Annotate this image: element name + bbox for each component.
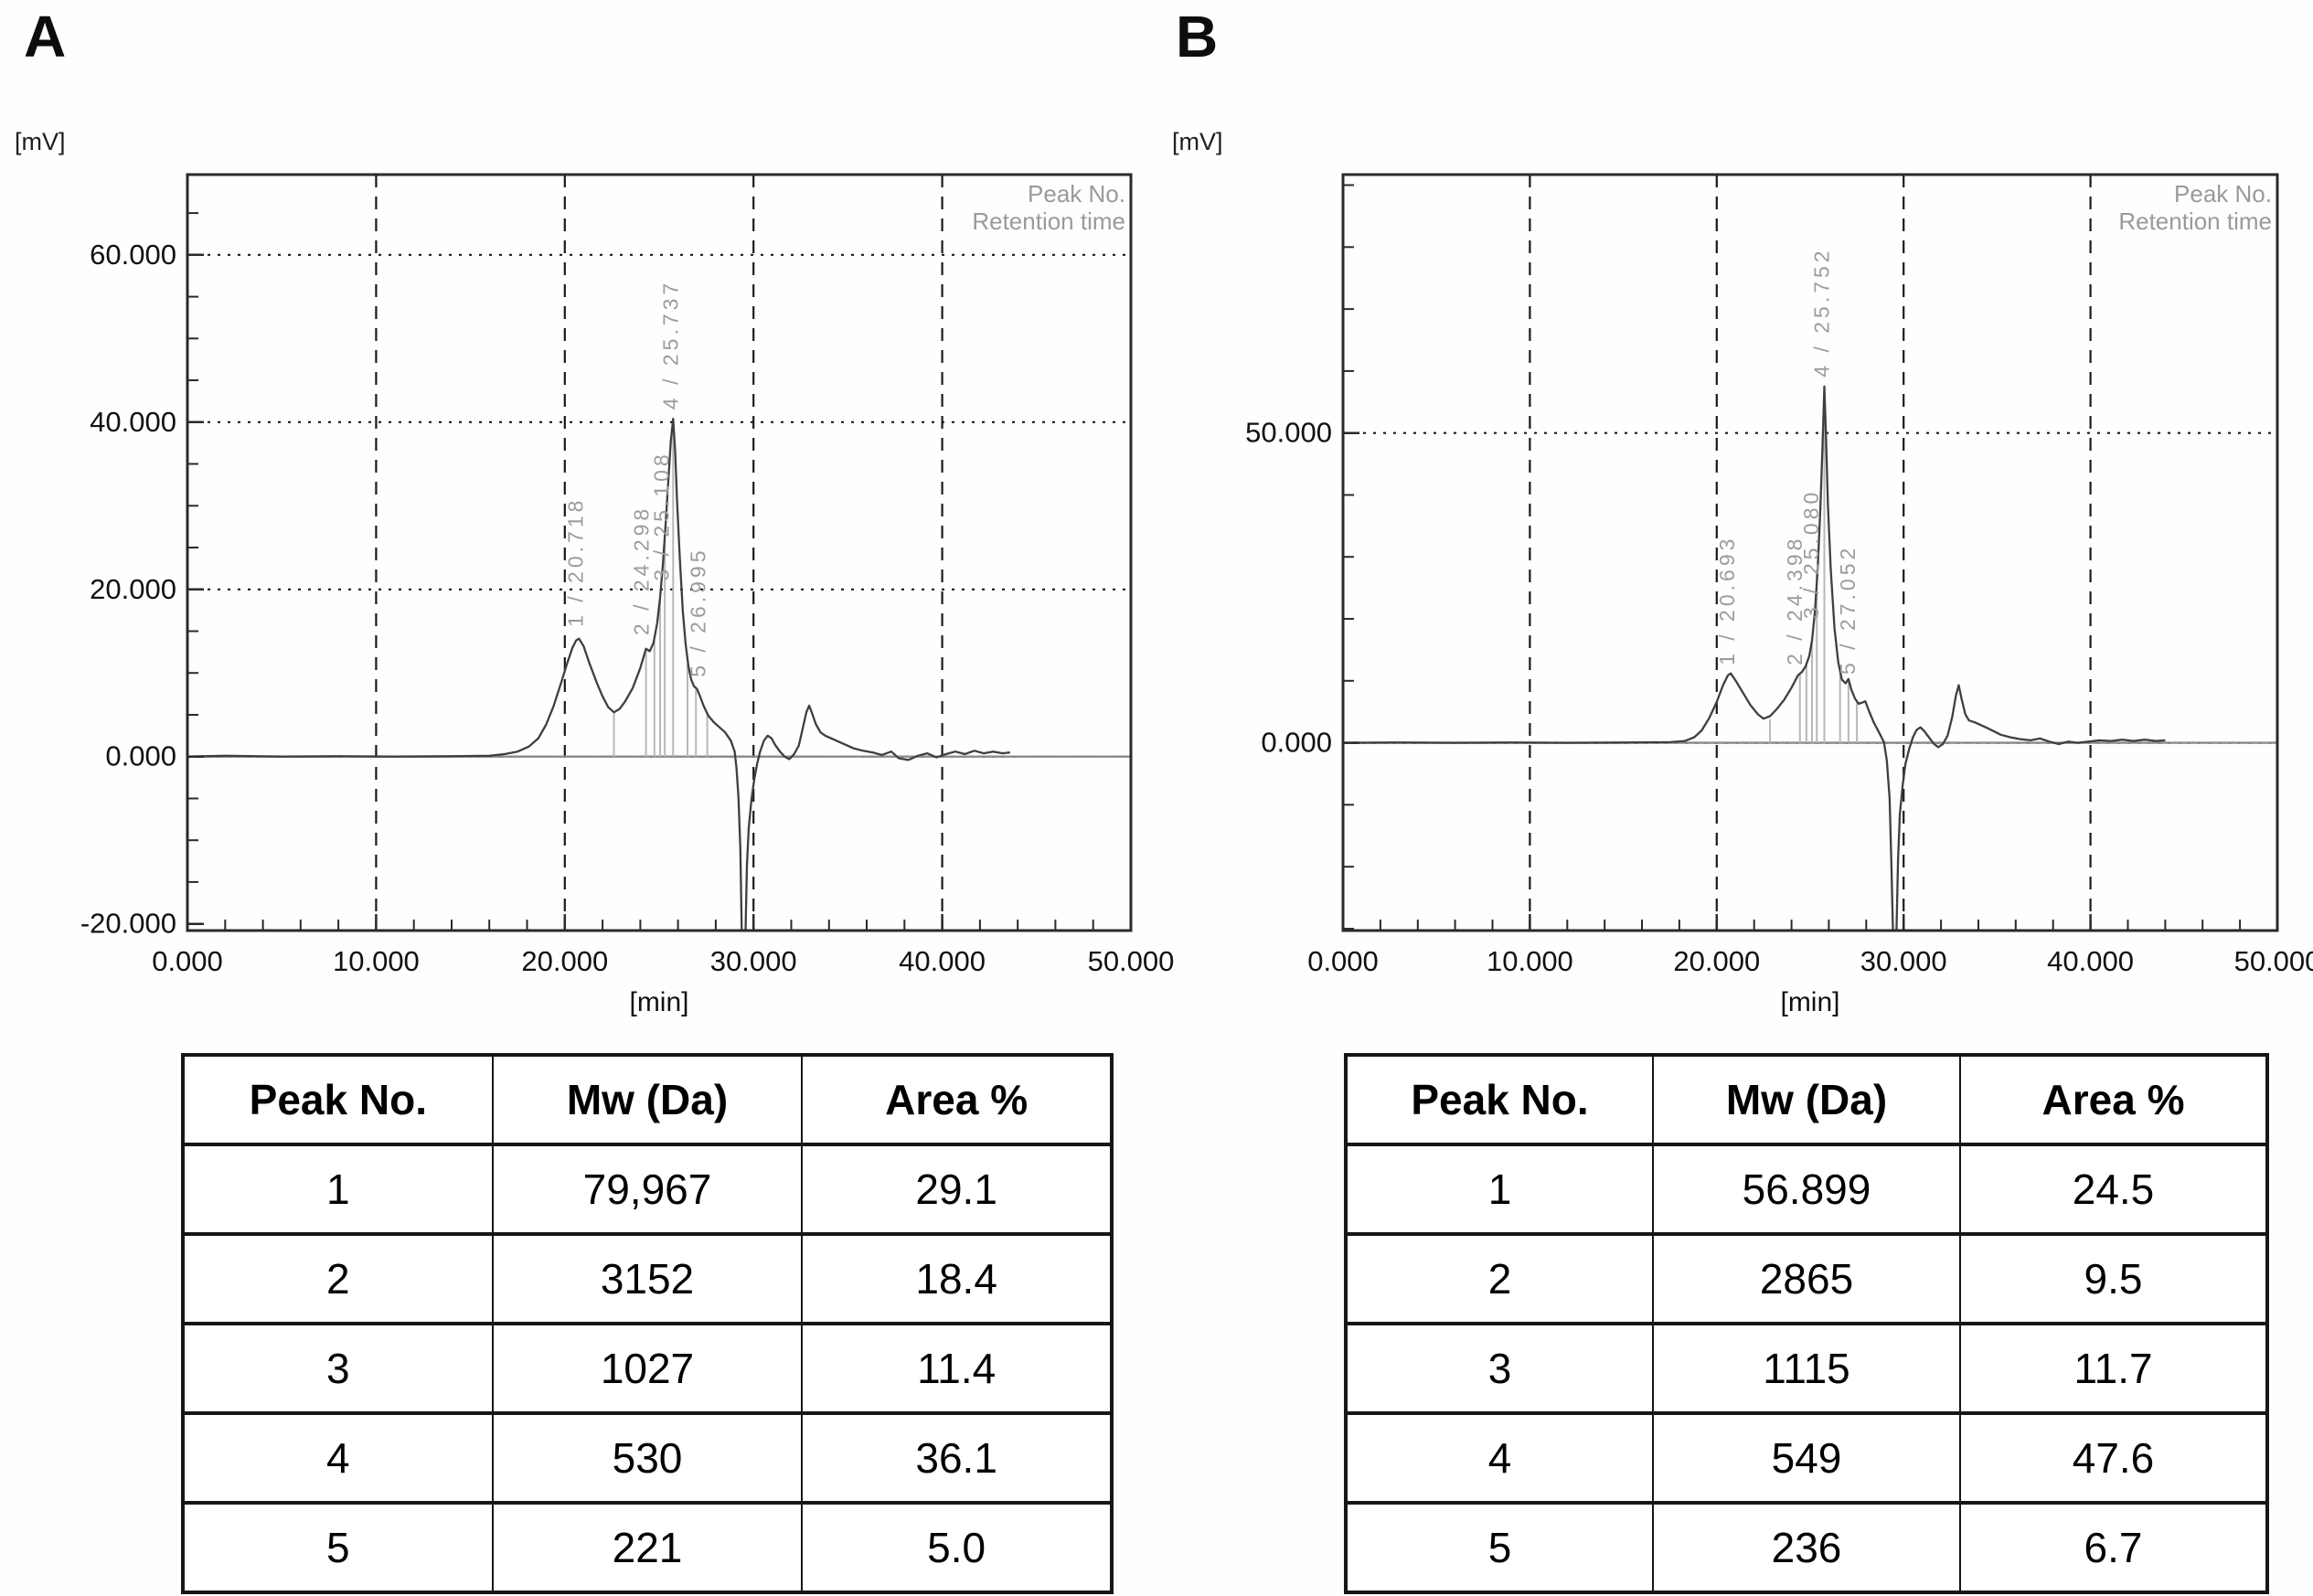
- charts-svg: 0.000 10.000 20.000 30.000 40.000 50.000 60.00…: [80, 173, 2313, 1017]
- column-header: Area %: [1959, 1053, 2268, 1146]
- table-cell: 24.5: [1959, 1143, 2268, 1236]
- x-tick-label: 30.000: [1860, 945, 1947, 977]
- table-cell: 236: [1652, 1501, 1961, 1594]
- table-row: 3 1115 11.7: [1345, 1322, 2268, 1415]
- x-axis-unit: [min]: [1780, 987, 1839, 1017]
- legend-peak-no: Peak No.: [1028, 180, 1125, 207]
- table-cell: 1: [182, 1143, 494, 1236]
- table-row: 1 56.899 24.5: [1345, 1143, 2268, 1236]
- column-header: Mw (Da): [1652, 1053, 1961, 1146]
- x-tick-label: 50.000: [1088, 945, 1175, 977]
- table-cell: 3152: [491, 1232, 804, 1325]
- peak-annotation: 2 / 24.398: [1783, 536, 1807, 665]
- legend-retention-time: Retention time: [2118, 207, 2272, 235]
- table-cell: 36.1: [801, 1411, 1113, 1505]
- table-header-row: Peak No. Mw (Da) Area %: [1345, 1053, 2268, 1146]
- table-cell: 9.5: [1959, 1232, 2268, 1325]
- y-tick-label: -20.000: [80, 908, 176, 940]
- column-header: Mw (Da): [491, 1053, 804, 1146]
- table-cell: 4: [1345, 1411, 1654, 1505]
- x-tick-label: 10.000: [333, 945, 420, 977]
- x-tick-label: 10.000: [1487, 945, 1573, 977]
- table-row: 5 236 6.7: [1345, 1501, 2268, 1594]
- table-cell: 1027: [491, 1322, 804, 1415]
- y-axis-unit-a: [mV]: [15, 128, 66, 155]
- panel-label-b: B: [1176, 4, 1219, 69]
- table-cell: 6.7: [1959, 1501, 2268, 1594]
- y-tick-label: 40.000: [90, 406, 176, 438]
- chart-B: 0.000 10.000 20.000 30.000 40.000 50.000 50.00…: [1245, 173, 2313, 1017]
- table-cell: 1115: [1652, 1322, 1961, 1415]
- plot-border: [1341, 173, 2279, 932]
- legend-retention-time: Retention time: [972, 207, 1125, 235]
- table-cell: 5.0: [801, 1501, 1113, 1594]
- table-cell: 3: [1345, 1322, 1654, 1415]
- table-cell: 530: [491, 1411, 804, 1505]
- peak-annotation: 2 / 24.298: [630, 505, 654, 635]
- table-header-row: Peak No. Mw (Da) Area %: [182, 1053, 1113, 1146]
- table-cell: 56.899: [1652, 1143, 1961, 1236]
- table-cell: 2: [1345, 1232, 1654, 1325]
- table-cell: 18.4: [801, 1232, 1113, 1325]
- table-cell: 29.1: [801, 1143, 1113, 1236]
- table-row: 1 79,967 29.1: [182, 1143, 1113, 1236]
- column-header: Peak No.: [1345, 1053, 1654, 1146]
- signal-curve: [188, 417, 1011, 930]
- y-tick-label: 50.000: [1245, 417, 1332, 449]
- peak-table-a: Peak No. Mw (Da) Area % 1 79,967 29.1 2 3152 18.…: [181, 1053, 1114, 1594]
- table-row: 5 221 5.0: [182, 1501, 1113, 1594]
- peak-annotation: 3 / 25.080: [1799, 489, 1823, 619]
- table-cell: 5: [1345, 1501, 1654, 1594]
- table-cell: 47.6: [1959, 1411, 2268, 1505]
- x-tick-label: 0.000: [1307, 945, 1379, 977]
- table-cell: 4: [182, 1411, 494, 1505]
- table-cell: 221: [491, 1501, 804, 1594]
- table-cell: 79,967: [491, 1143, 804, 1236]
- peak-annotation: 4 / 25.737: [659, 280, 683, 410]
- table-row: 2 2865 9.5: [1345, 1232, 2268, 1325]
- peak-annotation: 4 / 25.752: [1809, 247, 1833, 377]
- table-cell: 1: [1345, 1143, 1654, 1236]
- y-axis-unit-b: [mV]: [1172, 128, 1223, 155]
- table-row: 4 530 36.1: [182, 1411, 1113, 1505]
- table-cell: 11.4: [801, 1322, 1113, 1415]
- table-cell: 11.7: [1959, 1322, 2268, 1415]
- panel-label-a: A: [24, 4, 67, 69]
- x-tick-label: 20.000: [1673, 945, 1760, 977]
- table-cell: 3: [182, 1322, 494, 1415]
- y-tick-label: 20.000: [90, 573, 176, 605]
- table-row: 2 3152 18.4: [182, 1232, 1113, 1325]
- signal-curve: [1344, 385, 2166, 930]
- x-tick-label: 0.000: [152, 945, 223, 977]
- table-cell: 2865: [1652, 1232, 1961, 1325]
- chart-A: 0.000 10.000 20.000 30.000 40.000 50.000 60.00…: [80, 173, 1175, 1017]
- peak-annotation: 1 / 20.693: [1715, 536, 1739, 665]
- peak-annotation: 1 / 20.718: [563, 497, 587, 627]
- table-row: 3 1027 11.4: [182, 1322, 1113, 1415]
- column-header: Peak No.: [182, 1053, 494, 1146]
- peak-annotation: 5 / 27.052: [1836, 545, 1860, 675]
- peak-annotation: 3 / 25.108: [649, 451, 673, 580]
- x-tick-label: 50.000: [2234, 945, 2313, 977]
- table-row: 4 549 47.6: [1345, 1411, 2268, 1505]
- plot-border: [186, 173, 1133, 932]
- table-cell: 549: [1652, 1411, 1961, 1505]
- x-tick-label: 40.000: [899, 945, 986, 977]
- table-cell: 5: [182, 1501, 494, 1594]
- table-cell: 2: [182, 1232, 494, 1325]
- column-header: Area %: [801, 1053, 1113, 1146]
- y-tick-label: 60.000: [90, 239, 176, 271]
- x-tick-label: 40.000: [2047, 945, 2134, 977]
- x-axis-unit: [min]: [629, 987, 688, 1017]
- y-tick-label: 0.000: [105, 740, 176, 772]
- x-tick-label: 20.000: [521, 945, 608, 977]
- peak-table-b: Peak No. Mw (Da) Area % 1 56.899 24.5 2 2865 9.5…: [1344, 1053, 2269, 1594]
- peak-annotation: 5 / 26.995: [687, 547, 710, 676]
- legend-peak-no: Peak No.: [2174, 180, 2272, 207]
- x-tick-label: 30.000: [710, 945, 797, 977]
- y-tick-label: 0.000: [1261, 727, 1332, 759]
